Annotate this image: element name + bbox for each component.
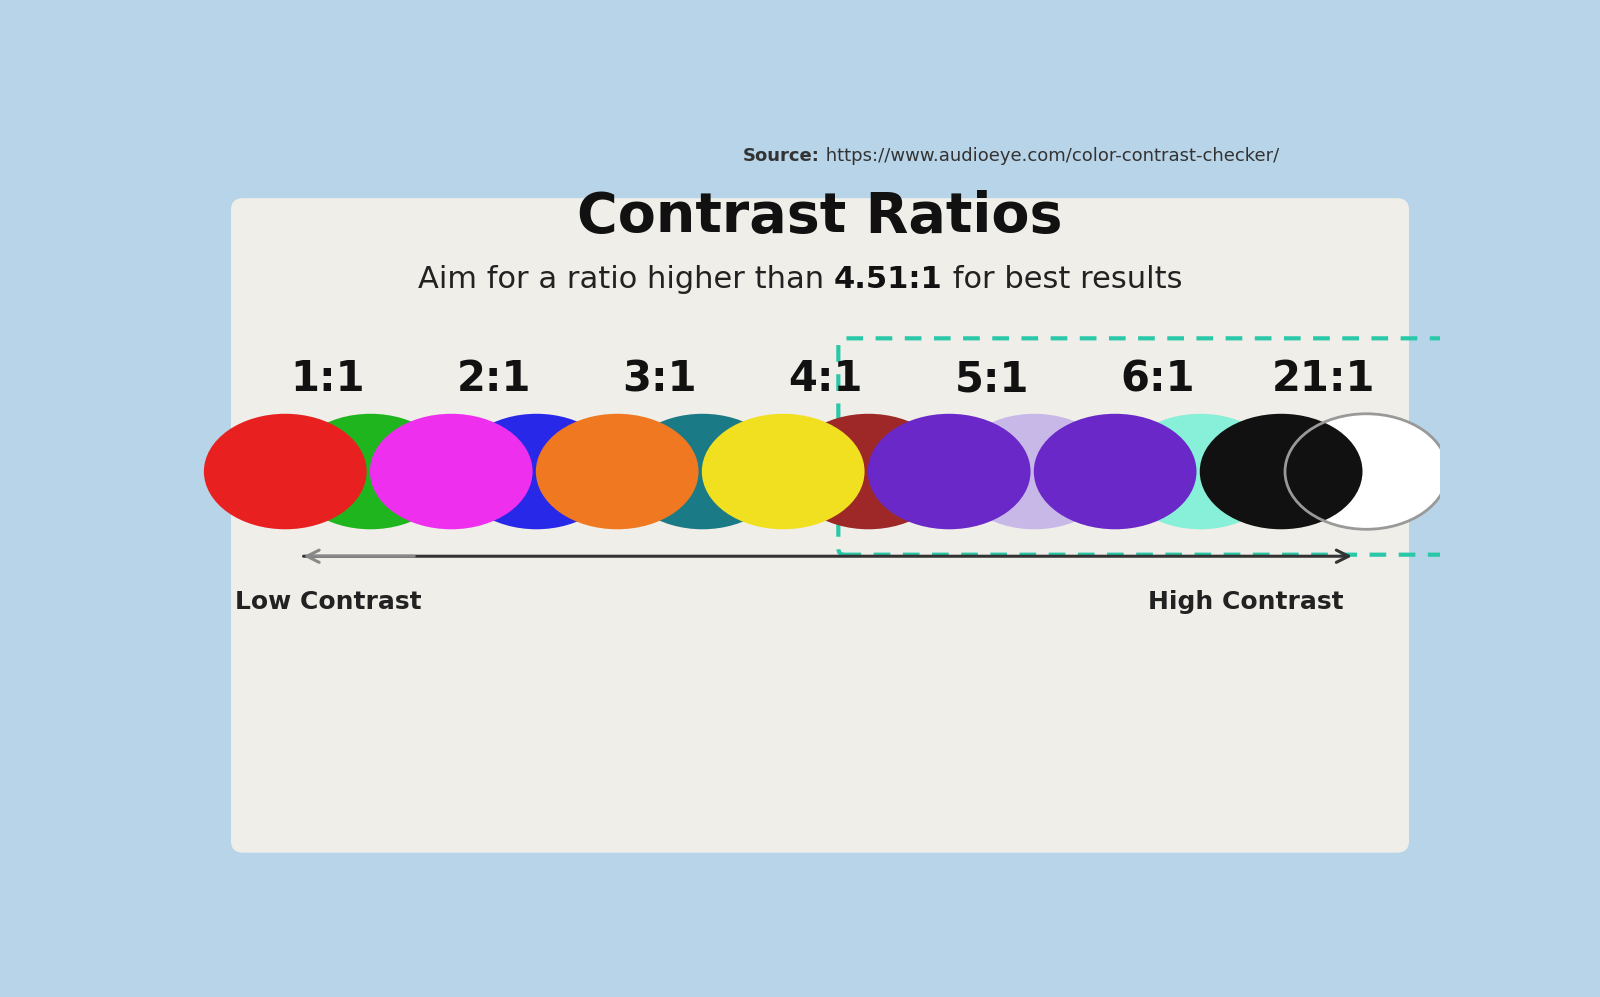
Text: 3:1: 3:1 — [622, 358, 698, 400]
Ellipse shape — [536, 414, 699, 529]
Ellipse shape — [1034, 414, 1197, 529]
Text: https://www.audioeye.com/color-contrast-checker/: https://www.audioeye.com/color-contrast-… — [819, 147, 1280, 165]
Ellipse shape — [1200, 414, 1363, 529]
Ellipse shape — [1118, 414, 1282, 529]
Text: for best results: for best results — [942, 264, 1182, 293]
Text: Low Contrast: Low Contrast — [235, 590, 421, 614]
Text: 6:1: 6:1 — [1120, 358, 1195, 400]
Text: Contrast Ratios: Contrast Ratios — [578, 190, 1062, 244]
Text: 5:1: 5:1 — [955, 358, 1029, 400]
Text: Source:: Source: — [742, 147, 819, 165]
Text: High Contrast: High Contrast — [1149, 590, 1344, 614]
Ellipse shape — [1285, 414, 1448, 529]
Ellipse shape — [454, 414, 618, 529]
FancyBboxPatch shape — [230, 198, 1410, 852]
Ellipse shape — [290, 414, 451, 529]
Ellipse shape — [621, 414, 784, 529]
Ellipse shape — [867, 414, 1030, 529]
Ellipse shape — [370, 414, 533, 529]
Text: 4.51:1: 4.51:1 — [834, 264, 942, 293]
Ellipse shape — [787, 414, 950, 529]
Ellipse shape — [702, 414, 864, 529]
Text: 1:1: 1:1 — [291, 358, 365, 400]
Text: 2:1: 2:1 — [456, 358, 531, 400]
Ellipse shape — [203, 414, 366, 529]
Text: 4:1: 4:1 — [789, 358, 862, 400]
Ellipse shape — [954, 414, 1115, 529]
Text: Aim for a ratio higher than: Aim for a ratio higher than — [418, 264, 834, 293]
Text: 21:1: 21:1 — [1272, 358, 1376, 400]
